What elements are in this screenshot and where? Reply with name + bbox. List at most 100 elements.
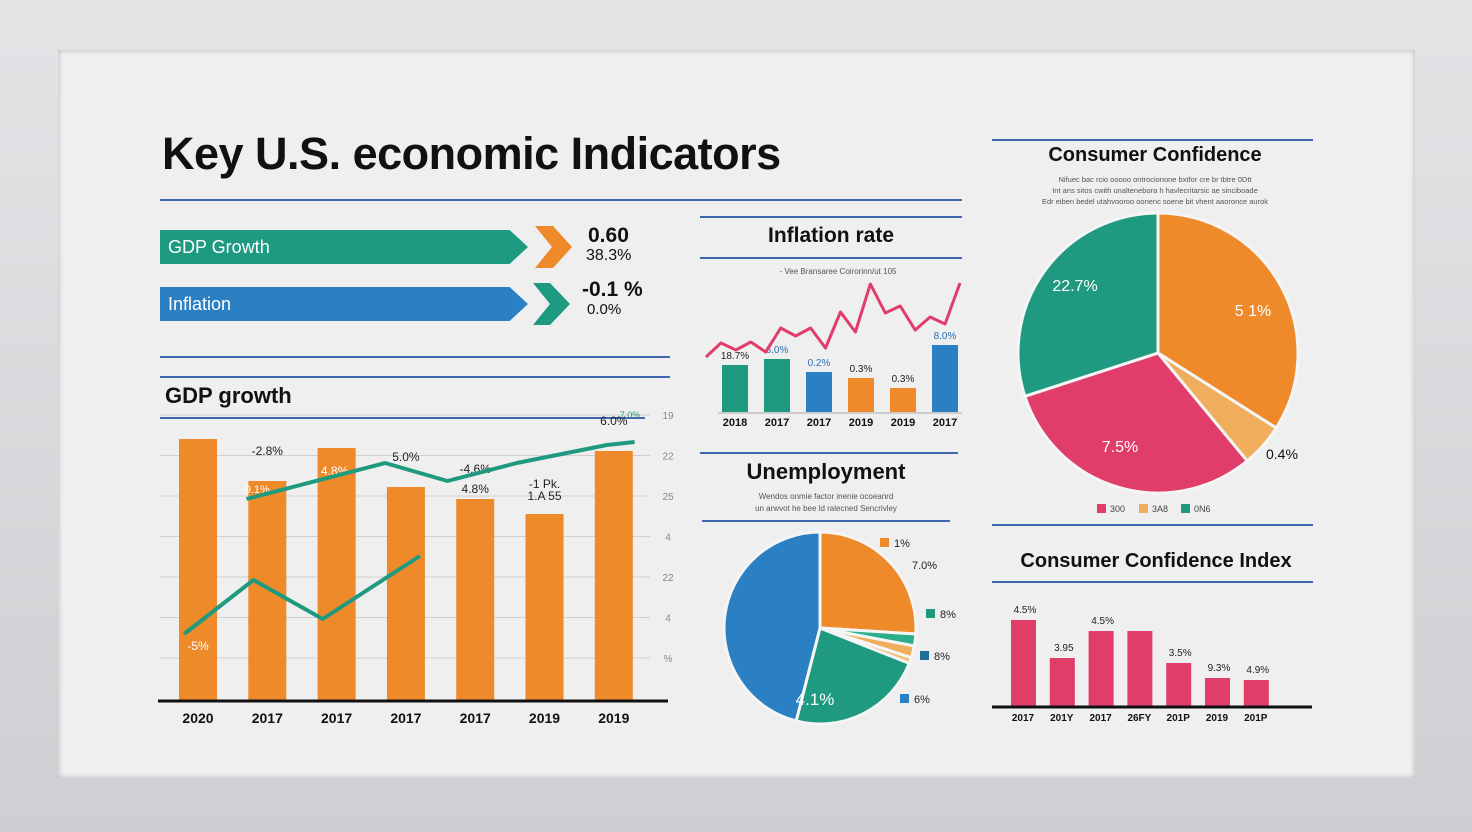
x-tick-label: 2019	[1206, 713, 1229, 724]
bar	[1205, 678, 1230, 706]
data-label: 8.0%	[934, 331, 957, 342]
data-label: 1.A 55	[527, 489, 561, 503]
data-label: -5%	[187, 639, 209, 653]
y-tick-label: 22	[662, 573, 674, 584]
divider	[992, 524, 1313, 526]
line-series	[246, 440, 635, 501]
bar	[1166, 663, 1192, 706]
cci-title: Consumer Confidence Index	[1020, 550, 1292, 572]
kpi-inflation-band: Inflation	[160, 287, 528, 321]
divider	[160, 356, 670, 358]
legend-label: 8%	[934, 651, 950, 663]
data-label: 9.3%	[1208, 663, 1231, 674]
y-tick-label: 4	[665, 614, 671, 625]
x-tick-label: 201Y	[1050, 713, 1074, 724]
x-tick-label: 2017	[321, 710, 352, 726]
data-label: 4.9%	[1246, 665, 1269, 676]
data-label: 0.2%	[808, 358, 831, 369]
legend-label: 3A8	[1152, 504, 1168, 514]
x-tick-label: 2017	[1089, 713, 1112, 724]
x-tick-label: 2020	[182, 710, 213, 726]
bar	[848, 378, 874, 412]
x-tick-label: 2019	[529, 710, 560, 726]
bar	[179, 439, 217, 700]
y-tick-label: 25	[662, 492, 674, 503]
consumer-confidence-title: Consumer Confidence	[1048, 144, 1262, 166]
kpi-gdp-band: GDP Growth	[160, 230, 528, 264]
divider	[160, 376, 670, 378]
x-tick-label: 26FY	[1127, 713, 1151, 724]
bar	[456, 499, 495, 700]
legend-swatch	[1181, 504, 1190, 513]
bar	[722, 365, 748, 412]
unemployment-pie-slice	[818, 530, 918, 636]
y-tick-label: 4	[665, 533, 671, 544]
data-label: 3.5%	[1169, 648, 1192, 659]
legend-swatch	[880, 538, 889, 547]
annotation: 7.0%	[620, 410, 641, 420]
y-tick-label: 22	[662, 452, 674, 463]
confidence-pie-slice	[1022, 351, 1250, 495]
kpi-gdp-value: 0.60	[588, 224, 629, 247]
x-tick-label: 201P	[1244, 713, 1268, 724]
divider	[700, 216, 962, 218]
legend-label: 1%	[894, 538, 910, 550]
divider	[700, 257, 962, 259]
y-tick-label: 19	[662, 411, 674, 422]
slice-label: 7.5%	[1102, 439, 1138, 456]
legend-label: 300	[1110, 504, 1125, 514]
bar	[1127, 631, 1153, 706]
unemployment-pie-slice	[722, 530, 822, 723]
bar	[594, 451, 633, 700]
bar	[1088, 631, 1114, 706]
line-series	[704, 282, 962, 359]
y-tick-label: %	[664, 654, 673, 665]
bar	[806, 372, 832, 412]
slice-label: 0.4%	[1266, 446, 1298, 462]
kpi-inflation-value: -0.1 %	[582, 278, 643, 301]
data-label: 4.8%	[462, 482, 490, 496]
unemployment-subtitle: Wendos onmie factor inenie ocoeanrd un a…	[755, 492, 897, 513]
data-label: 0.3%	[850, 364, 873, 375]
data-label: 3.95	[1054, 643, 1074, 654]
bar	[525, 514, 564, 700]
slice-label: 4.1%	[796, 690, 835, 709]
legend-label: 7.0%	[912, 560, 937, 572]
legend-label: 8%	[940, 609, 956, 621]
data-label: 4.5%	[1014, 605, 1037, 616]
data-label: 0.3%	[892, 374, 915, 385]
legend-label: 0N6	[1194, 504, 1211, 514]
bar	[1011, 620, 1036, 706]
x-tick-label: 2017	[390, 710, 421, 726]
x-tick-label: 2018	[723, 417, 747, 429]
data-label: 18.7%	[721, 351, 749, 362]
data-label: 5.0%	[392, 450, 420, 464]
unemployment-title: Unemployment	[746, 459, 906, 484]
confidence-pie-slice	[1016, 211, 1160, 399]
bar	[1243, 680, 1269, 706]
x-tick-label: 2017	[460, 710, 491, 726]
line-series	[182, 554, 421, 636]
divider	[992, 139, 1313, 141]
divider	[160, 199, 962, 201]
inflation-subtitle: - Vee Bransaree Coirorinn/ut 105	[779, 267, 897, 276]
divider	[160, 417, 645, 419]
x-tick-label: 2017	[933, 417, 957, 429]
divider	[992, 581, 1313, 583]
legend-swatch	[1139, 504, 1148, 513]
legend-swatch	[920, 651, 929, 660]
bar	[248, 481, 287, 700]
bar	[932, 345, 958, 412]
bar	[764, 359, 790, 412]
bar	[317, 448, 356, 700]
legend-swatch	[926, 609, 935, 618]
data-label: -1 Pk.	[529, 477, 560, 491]
data-label: 4.5%	[1091, 616, 1114, 627]
slice-label: 5 1%	[1235, 303, 1271, 320]
inflation-chart-title: Inflation rate	[767, 224, 894, 247]
kpi-inflation-sub: 0.0%	[587, 301, 622, 318]
x-tick-label: 201P	[1167, 713, 1191, 724]
x-tick-label: 2017	[765, 417, 789, 429]
bar	[386, 487, 425, 700]
